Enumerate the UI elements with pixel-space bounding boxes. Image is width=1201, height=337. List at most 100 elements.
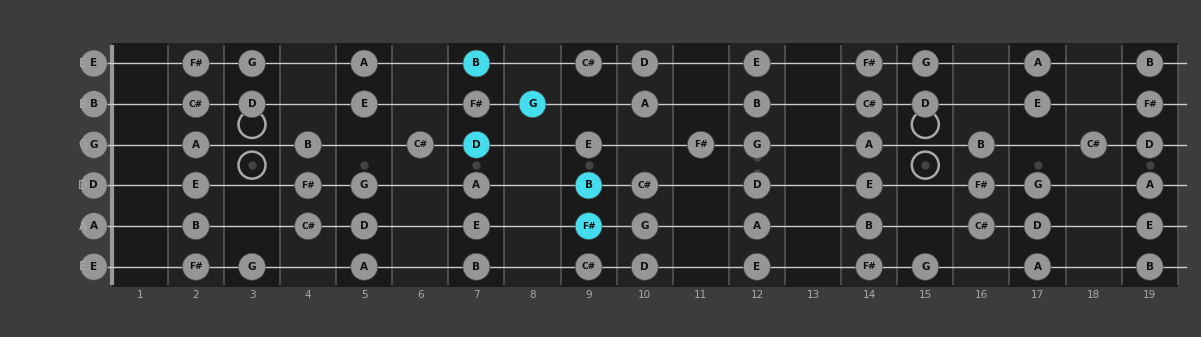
Ellipse shape (855, 91, 883, 118)
Text: C#: C# (974, 222, 988, 231)
Text: B: B (865, 221, 873, 231)
Text: B: B (472, 262, 480, 272)
Ellipse shape (80, 253, 107, 280)
Ellipse shape (632, 50, 658, 77)
Ellipse shape (743, 131, 771, 158)
Ellipse shape (912, 91, 939, 118)
Ellipse shape (632, 253, 658, 280)
Ellipse shape (183, 131, 209, 158)
Text: 12: 12 (751, 290, 764, 300)
FancyBboxPatch shape (1010, 43, 1065, 287)
Ellipse shape (80, 91, 107, 118)
Text: A: A (753, 221, 761, 231)
FancyBboxPatch shape (841, 43, 897, 287)
Ellipse shape (351, 50, 377, 77)
FancyBboxPatch shape (561, 43, 616, 287)
Text: B: B (1146, 59, 1154, 68)
Ellipse shape (294, 213, 322, 240)
Ellipse shape (462, 172, 490, 199)
Ellipse shape (743, 253, 771, 280)
Text: G: G (640, 221, 649, 231)
Ellipse shape (1024, 50, 1051, 77)
Ellipse shape (1024, 213, 1051, 240)
Ellipse shape (855, 253, 883, 280)
Text: B: B (472, 59, 480, 68)
Text: G: G (921, 262, 930, 272)
Ellipse shape (239, 253, 265, 280)
Ellipse shape (462, 50, 490, 77)
Ellipse shape (80, 131, 107, 158)
FancyBboxPatch shape (280, 43, 336, 287)
FancyBboxPatch shape (673, 43, 729, 287)
Text: A: A (90, 221, 97, 231)
Ellipse shape (294, 131, 322, 158)
Ellipse shape (1136, 172, 1164, 199)
Ellipse shape (239, 91, 265, 118)
Ellipse shape (1024, 253, 1051, 280)
Text: D: D (472, 140, 480, 150)
Text: 14: 14 (862, 290, 876, 300)
Text: 11: 11 (694, 290, 707, 300)
Ellipse shape (1136, 50, 1164, 77)
Text: D: D (1146, 140, 1154, 150)
Text: C#: C# (638, 181, 652, 190)
Text: E: E (753, 262, 760, 272)
Ellipse shape (743, 91, 771, 118)
Ellipse shape (575, 253, 602, 280)
Ellipse shape (575, 213, 602, 240)
Ellipse shape (294, 172, 322, 199)
Ellipse shape (855, 213, 883, 240)
Text: F#: F# (974, 181, 988, 190)
Ellipse shape (1024, 91, 1051, 118)
Text: 15: 15 (919, 290, 932, 300)
Text: D: D (640, 59, 649, 68)
Text: 19: 19 (1143, 290, 1157, 300)
Ellipse shape (632, 91, 658, 118)
Ellipse shape (743, 213, 771, 240)
Ellipse shape (1136, 131, 1164, 158)
Text: 17: 17 (1030, 290, 1044, 300)
Ellipse shape (912, 50, 939, 77)
Text: B: B (304, 140, 312, 150)
Text: G: G (90, 140, 98, 150)
Ellipse shape (462, 91, 490, 118)
Text: D: D (247, 99, 256, 109)
Text: E: E (79, 57, 86, 70)
Text: A: A (472, 180, 480, 190)
FancyBboxPatch shape (504, 43, 561, 287)
Text: B: B (753, 99, 761, 109)
Text: C#: C# (581, 59, 596, 68)
Text: 5: 5 (360, 290, 368, 300)
Text: D: D (921, 99, 930, 109)
FancyBboxPatch shape (1065, 43, 1122, 287)
Text: G: G (753, 140, 761, 150)
Ellipse shape (462, 253, 490, 280)
Ellipse shape (743, 172, 771, 199)
Text: E: E (1146, 221, 1153, 231)
Text: B: B (90, 99, 97, 109)
Text: E: E (90, 262, 97, 272)
Ellipse shape (80, 213, 107, 240)
FancyBboxPatch shape (729, 43, 785, 287)
Ellipse shape (968, 172, 994, 199)
Text: C#: C# (413, 140, 428, 149)
Text: E: E (473, 221, 480, 231)
Ellipse shape (1136, 213, 1164, 240)
Text: E: E (192, 180, 199, 190)
Text: 8: 8 (530, 290, 536, 300)
Text: D: D (78, 179, 88, 192)
Text: G: G (247, 59, 256, 68)
Text: A: A (360, 59, 369, 68)
Ellipse shape (462, 213, 490, 240)
Ellipse shape (632, 213, 658, 240)
FancyBboxPatch shape (954, 43, 1010, 287)
Ellipse shape (575, 131, 602, 158)
Ellipse shape (743, 50, 771, 77)
Text: E: E (753, 59, 760, 68)
Ellipse shape (239, 50, 265, 77)
Ellipse shape (632, 172, 658, 199)
Text: D: D (753, 180, 761, 190)
Text: 3: 3 (249, 290, 256, 300)
Text: G: G (528, 99, 537, 109)
Text: C#: C# (1087, 140, 1100, 149)
